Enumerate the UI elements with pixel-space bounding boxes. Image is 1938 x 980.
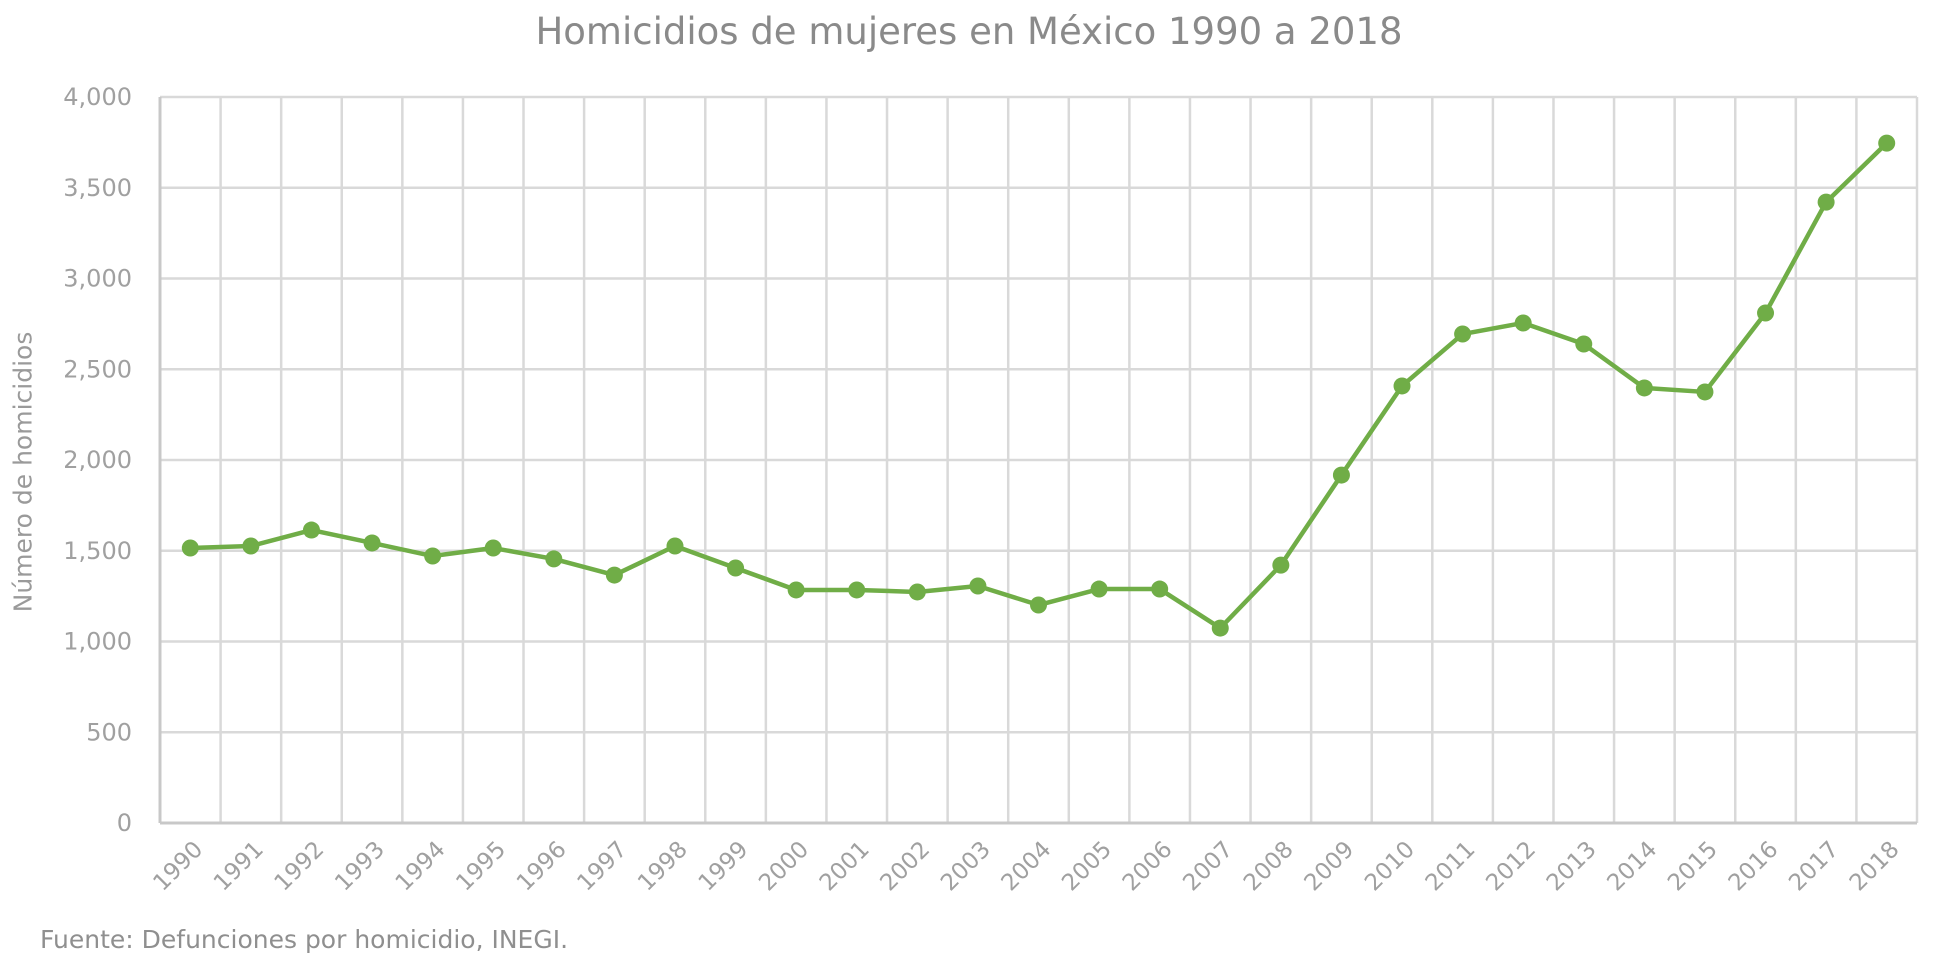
source-note: Fuente: Defunciones por homicidio, INEGI… [40,925,569,954]
x-tick-label: 2009 [1300,837,1360,897]
data-point-marker [787,581,805,599]
data-point-marker [242,537,260,555]
x-tick-label: 1992 [270,837,330,897]
data-point-marker [545,550,563,568]
x-tick-label: 2016 [1724,837,1784,897]
x-tick-label: 2014 [1603,837,1663,897]
data-point-marker [666,537,684,555]
data-point-marker [848,581,866,599]
chart-title: Homicidios de mujeres en México 1990 a 2… [535,10,1403,53]
x-tick-label: 1991 [209,837,269,897]
x-tick-label: 1998 [633,837,693,897]
y-tick-label: 4,000 [63,83,132,111]
x-tick-label: 2002 [875,837,935,897]
x-tick-label: 1993 [330,837,390,897]
y-tick-label: 0 [117,809,132,837]
data-point-marker [605,566,623,584]
data-point-marker [1272,556,1290,574]
data-point-marker [1696,383,1714,401]
data-point-marker [424,547,442,565]
x-axis-ticks: 1990 1991 1992 1993 1994 1995 1996 1997 1998 1999… [148,837,1904,897]
data-point-marker [302,521,320,539]
x-tick-label: 2008 [1239,837,1299,897]
data-point-marker [1878,134,1896,152]
x-tick-label: 2005 [1057,837,1117,897]
data-point-marker [1514,314,1532,332]
y-tick-label: 3,000 [63,265,132,293]
x-tick-label: 2017 [1784,837,1844,897]
y-tick-label: 3,500 [63,174,132,202]
data-point-marker [484,539,502,557]
data-point-marker [1454,325,1472,343]
data-series [181,134,1896,637]
x-tick-label: 2013 [1542,837,1602,897]
series-line [190,141,1889,631]
x-tick-label: 1994 [391,837,451,897]
data-point-marker [181,539,199,557]
x-tick-label: 2006 [1118,837,1178,897]
gridlines [158,95,1919,825]
x-tick-label: 1996 [512,837,572,897]
x-tick-label: 2004 [997,837,1057,897]
data-point-marker [363,534,381,552]
y-tick-label: 2,000 [63,446,132,474]
data-point-marker [1757,304,1775,322]
x-tick-label: 1999 [694,837,754,897]
x-tick-label: 1995 [451,837,511,897]
x-tick-label: 2001 [815,837,875,897]
data-point-marker [727,559,745,577]
data-point-marker [969,577,987,595]
y-tick-label: 2,500 [63,355,132,383]
x-tick-label: 2007 [1178,837,1238,897]
y-axis-ticks: 0 500 1,000 1,500 2,000 2,500 3,000 3,500 4,000 [63,83,132,837]
x-tick-label: 2000 [754,837,814,897]
y-tick-label: 1,500 [63,537,132,565]
data-point-marker [1393,377,1411,395]
y-tick-label: 1,000 [63,628,132,656]
x-tick-label: 2015 [1663,837,1723,897]
data-point-marker [1635,379,1653,397]
x-tick-label: 2018 [1845,837,1905,897]
x-tick-label: 2003 [936,837,996,897]
data-point-marker [1151,580,1169,598]
data-point-marker [1090,580,1108,598]
data-point-marker [1030,596,1047,614]
data-point-marker [1817,193,1835,211]
x-tick-label: 2012 [1481,837,1541,897]
data-point-marker [1211,619,1229,637]
y-tick-label: 500 [86,718,132,746]
x-tick-label: 2011 [1421,837,1481,897]
x-tick-label: 2010 [1360,837,1420,897]
data-point-marker [908,583,926,601]
data-point-marker [1575,335,1593,353]
data-point-marker [1332,466,1350,484]
x-tick-label: 1997 [573,837,633,897]
x-tick-label: 1990 [148,837,208,897]
